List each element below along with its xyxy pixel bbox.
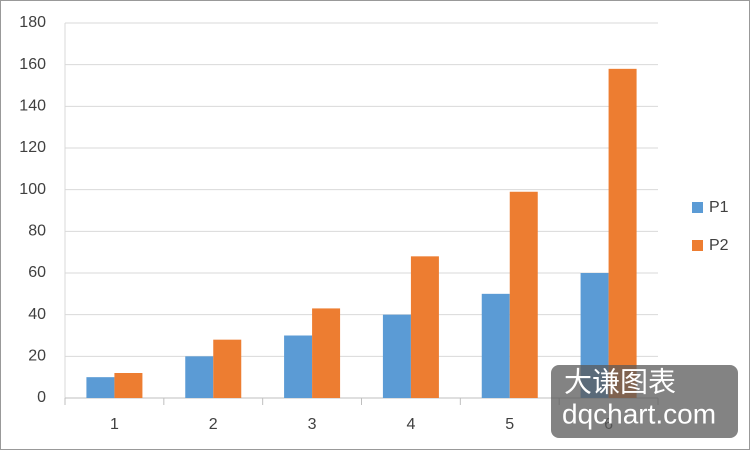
y-tick-label: 20 bbox=[28, 348, 46, 365]
watermark-text: 大谦图表 bbox=[564, 366, 676, 397]
bar bbox=[312, 308, 341, 398]
bar bbox=[213, 339, 242, 398]
y-tick-label: 180 bbox=[19, 14, 46, 31]
watermark-box bbox=[551, 365, 738, 438]
legend-swatch bbox=[692, 202, 703, 213]
bar bbox=[284, 335, 313, 398]
bar bbox=[86, 377, 115, 398]
y-tick-label: 40 bbox=[28, 306, 46, 323]
y-tick-label: 60 bbox=[28, 264, 46, 281]
x-tick-label: 2 bbox=[209, 416, 218, 433]
bar bbox=[509, 191, 538, 398]
bar bbox=[382, 314, 411, 398]
y-tick-label: 140 bbox=[19, 98, 46, 115]
y-tick-label: 100 bbox=[19, 181, 46, 198]
bar bbox=[410, 256, 439, 398]
x-tick-label: 3 bbox=[308, 416, 317, 433]
legend-label: P2 bbox=[709, 237, 729, 254]
y-tick-label: 80 bbox=[28, 223, 46, 240]
bar bbox=[114, 373, 143, 398]
watermark-text: dqchart.com bbox=[562, 398, 716, 429]
bar bbox=[481, 293, 510, 398]
y-tick-label: 120 bbox=[19, 139, 46, 156]
x-tick-label: 1 bbox=[110, 416, 119, 433]
y-tick-label: 0 bbox=[37, 389, 46, 406]
x-tick-label: 5 bbox=[505, 416, 514, 433]
bar bbox=[185, 356, 214, 398]
x-tick-label: 4 bbox=[406, 416, 415, 433]
legend-swatch bbox=[692, 240, 703, 251]
bar bbox=[608, 68, 637, 398]
legend-label: P1 bbox=[709, 199, 729, 216]
y-tick-label: 160 bbox=[19, 56, 46, 73]
